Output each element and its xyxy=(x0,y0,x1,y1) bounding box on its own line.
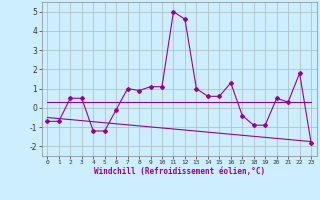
X-axis label: Windchill (Refroidissement éolien,°C): Windchill (Refroidissement éolien,°C) xyxy=(94,167,265,176)
